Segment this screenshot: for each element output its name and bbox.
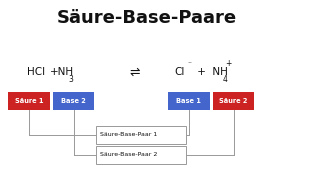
- Text: Säure-Base-Paar 1: Säure-Base-Paar 1: [100, 132, 157, 138]
- Text: Base 1: Base 1: [176, 98, 201, 104]
- Text: ⁻: ⁻: [187, 59, 191, 68]
- Text: Säure 1: Säure 1: [14, 98, 43, 104]
- Text: 3: 3: [69, 75, 74, 84]
- Text: +NH: +NH: [50, 67, 74, 77]
- FancyBboxPatch shape: [96, 146, 186, 164]
- FancyBboxPatch shape: [8, 92, 50, 110]
- FancyBboxPatch shape: [96, 126, 186, 144]
- Text: Säure-Base-Paar 2: Säure-Base-Paar 2: [100, 152, 157, 157]
- Text: ⇌: ⇌: [129, 66, 140, 78]
- Text: +: +: [226, 59, 232, 68]
- Text: +  NH: + NH: [194, 67, 228, 77]
- FancyBboxPatch shape: [53, 92, 94, 110]
- Text: 4: 4: [222, 75, 227, 84]
- FancyBboxPatch shape: [168, 92, 210, 110]
- Text: Säure-Base-Paare: Säure-Base-Paare: [57, 9, 237, 27]
- Text: Cl: Cl: [174, 67, 185, 77]
- Text: Säure 2: Säure 2: [219, 98, 248, 104]
- Text: HCl: HCl: [27, 67, 45, 77]
- FancyBboxPatch shape: [213, 92, 254, 110]
- Text: Base 2: Base 2: [61, 98, 86, 104]
